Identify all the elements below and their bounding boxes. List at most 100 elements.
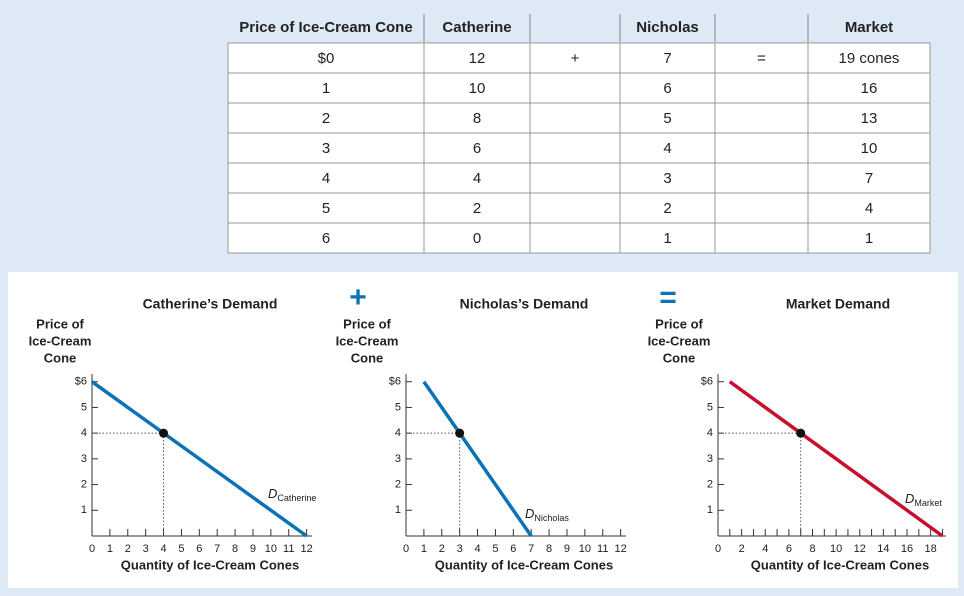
table-cell: 6 [473, 140, 481, 157]
table-cell: 10 [861, 140, 878, 157]
x-tick-label: 0 [89, 543, 95, 555]
x-tick-label: 3 [457, 543, 463, 555]
chart-title: Market Demand [786, 296, 890, 312]
x-tick-label: 4 [762, 543, 768, 555]
table-cell: 13 [861, 110, 878, 127]
x-tick-label: 8 [809, 543, 815, 555]
line-label: DMarket [905, 491, 942, 508]
table-cell: 4 [865, 200, 873, 217]
line-label-sub: Market [914, 498, 942, 508]
y-axis-title: Price of [36, 316, 84, 331]
table-cell: 6 [663, 80, 671, 97]
line-label: DCatherine [268, 486, 316, 503]
y-tick-label: $6 [389, 376, 401, 388]
y-tick-label: 5 [81, 401, 87, 413]
line-label-sub: Catherine [277, 493, 316, 503]
x-tick-label: 12 [854, 543, 866, 555]
x-tick-label: 7 [214, 543, 220, 555]
line-label-sub: Nicholas [534, 513, 569, 523]
y-axis-title: Ice-Cream [336, 333, 399, 348]
y-axis-title: Cone [663, 350, 696, 365]
x-tick-label: 5 [492, 543, 498, 555]
table-cell: 5 [322, 200, 330, 217]
y-tick-label: 5 [395, 401, 401, 413]
x-tick-label: 3 [143, 543, 149, 555]
y-tick-label: 1 [81, 504, 87, 516]
table-cell: 0 [473, 230, 481, 247]
x-tick-label: 5 [178, 543, 184, 555]
x-tick-label: 4 [474, 543, 480, 555]
y-tick-label: 4 [81, 427, 87, 439]
table-cell: 1 [322, 80, 330, 97]
y-tick-label: 1 [395, 504, 401, 516]
table-cell: 10 [469, 80, 486, 97]
graph-operator: = [659, 281, 677, 314]
table-cell: $0 [318, 50, 335, 67]
x-tick-label: 6 [510, 543, 516, 555]
x-tick-label: 10 [265, 543, 277, 555]
x-tick-label: 10 [579, 543, 591, 555]
x-tick-label: 4 [160, 543, 166, 555]
x-tick-label: 12 [301, 543, 313, 555]
x-tick-label: 11 [597, 543, 608, 555]
table-row [227, 192, 931, 224]
table-cell: 1 [865, 230, 873, 247]
table-cell: 16 [861, 80, 878, 97]
table-header: Market [845, 19, 893, 36]
x-tick-label: 11 [283, 543, 294, 555]
table-row [227, 222, 931, 254]
chart-title: Nicholas’s Demand [460, 296, 589, 312]
x-axis-title: Quantity of Ice-Cream Cones [121, 557, 299, 572]
y-axis-title: Price of [343, 316, 391, 331]
x-tick-label: 6 [196, 543, 202, 555]
x-tick-label: 1 [107, 543, 113, 555]
x-tick-label: 18 [925, 543, 937, 555]
x-tick-label: 9 [564, 543, 570, 555]
table-cell: 8 [473, 110, 481, 127]
y-tick-label: 3 [395, 453, 401, 465]
x-tick-label: 12 [615, 543, 627, 555]
table-cell: 4 [322, 170, 330, 187]
table-row [227, 102, 931, 134]
x-tick-label: 9 [250, 543, 256, 555]
x-tick-label: 0 [715, 543, 721, 555]
table-cell: 3 [322, 140, 330, 157]
table-cell: 2 [322, 110, 330, 127]
table-cell: 5 [663, 110, 671, 127]
table-cell: 19 cones [839, 50, 900, 67]
x-tick-label: 10 [830, 543, 842, 555]
y-axis-title: Cone [44, 350, 77, 365]
x-tick-label: 2 [439, 543, 445, 555]
x-tick-label: 16 [901, 543, 913, 555]
y-tick-label: 3 [707, 453, 713, 465]
table-cell: 4 [473, 170, 481, 187]
demand-point [796, 428, 806, 438]
demand-point [455, 428, 465, 438]
y-tick-label: 2 [81, 478, 87, 490]
y-tick-label: $6 [701, 376, 713, 388]
graph-operator: + [349, 281, 367, 314]
graph-panel [8, 272, 958, 588]
table-operator: + [571, 50, 580, 67]
y-axis-title: Ice-Cream [648, 333, 711, 348]
x-tick-label: 8 [546, 543, 552, 555]
x-tick-label: 0 [403, 543, 409, 555]
y-tick-label: 3 [81, 453, 87, 465]
y-axis-title: Price of [655, 316, 703, 331]
demand-line [728, 380, 944, 538]
y-tick-label: 2 [707, 478, 713, 490]
y-axis-title: Cone [351, 350, 384, 365]
table-cell: 12 [469, 50, 486, 67]
x-axis-title: Quantity of Ice-Cream Cones [435, 557, 613, 572]
demand-line [90, 380, 308, 538]
table-row [227, 72, 931, 104]
y-tick-label: $6 [75, 376, 87, 388]
line-label-name: D [268, 486, 277, 501]
line-label: DNicholas [525, 506, 569, 523]
table-header: Price of Ice-Cream Cone [239, 19, 412, 36]
y-axis-title: Ice-Cream [29, 333, 92, 348]
table-operator: = [757, 50, 766, 67]
table-cell: 4 [663, 140, 671, 157]
table-row [227, 162, 931, 194]
x-tick-label: 2 [125, 543, 131, 555]
